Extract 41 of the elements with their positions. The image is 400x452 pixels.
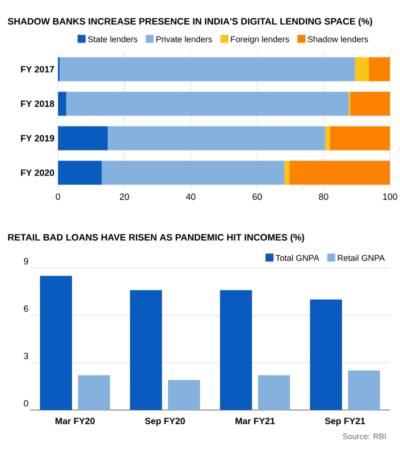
x-tick-label: 100	[383, 194, 398, 200]
x-tick-label: 60	[252, 194, 262, 200]
x-tick-label: Mar FY21	[236, 418, 275, 424]
x-tick-label: Sep FY21	[325, 418, 365, 426]
bar	[66, 92, 349, 116]
bar	[58, 126, 108, 150]
x-tick-label: 40	[186, 194, 196, 200]
bar	[330, 126, 390, 150]
x-tick-label: Mar FY20	[56, 418, 95, 424]
y-tick-label: FY 2020	[21, 170, 54, 176]
bar	[60, 57, 356, 82]
chart-title: SHADOW BANKS INCREASE PRESENCE IN INDIA'S DIGITAL LENDING SPACE (%)	[8, 18, 372, 26]
bar	[355, 57, 369, 82]
x-tick-label: 80	[318, 194, 328, 200]
bar	[325, 126, 330, 150]
source-note: Source: RBI	[342, 434, 386, 440]
chart-title: RETAIL BAD LOANS HAVE RISEN AS PANDEMIC HIT INCOMES (%)	[8, 234, 304, 242]
x-tick-label: Sep FY20	[145, 418, 185, 426]
y-tick-label: FY 2018	[21, 100, 54, 107]
y-tick-label: 9	[24, 258, 28, 264]
bar	[289, 160, 390, 185]
y-tick-label: FY 2019	[21, 135, 54, 142]
y-tick-label: FY 2017	[21, 66, 54, 72]
legend-label: Shadow lenders	[308, 36, 368, 42]
bar	[58, 92, 66, 116]
y-tick-label: 0	[24, 400, 28, 406]
legend-label: Private lenders	[156, 36, 212, 42]
bar	[108, 126, 326, 150]
bar	[58, 160, 102, 185]
legend-label: Retail GNPA	[338, 254, 385, 261]
legend-label: Foreign lenders	[231, 36, 290, 44]
legend-label: Total GNPA	[276, 254, 320, 261]
y-tick-label: 6	[24, 305, 28, 312]
y-tick-label: 3	[24, 352, 28, 360]
bar	[284, 160, 290, 185]
bar	[350, 92, 390, 116]
legend-label: State lenders	[88, 36, 138, 42]
x-tick-label: 20	[120, 194, 130, 200]
bar	[102, 160, 284, 185]
x-tick-label: 0	[56, 194, 60, 200]
bar	[368, 57, 390, 82]
